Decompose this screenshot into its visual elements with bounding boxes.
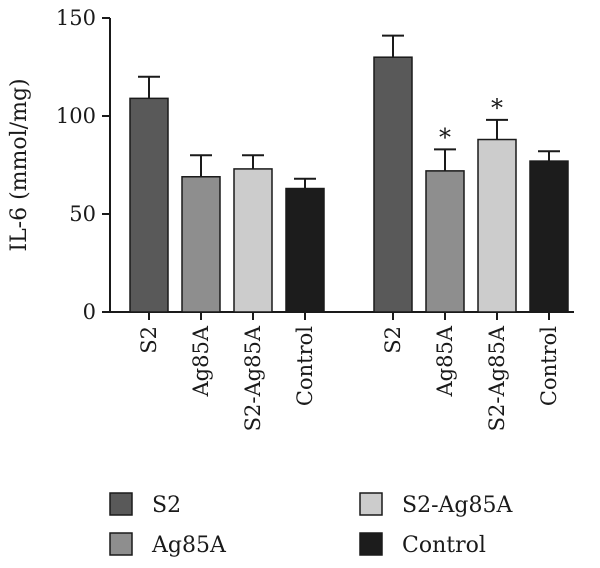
x-tick-label: Ag85A (433, 325, 457, 397)
bar-s2-group-2 (373, 56, 413, 313)
legend: S2 Ag85A S2-Ag85A Control (109, 492, 513, 558)
legend-swatch (359, 532, 383, 556)
significance-marker: * (491, 94, 503, 122)
y-tick-label: 0 (83, 300, 96, 324)
x-tick-label: Control (537, 326, 561, 406)
x-tick-label: S2 (137, 326, 161, 354)
legend-swatch (109, 492, 133, 516)
bar-s2-ag85a-group-2 (477, 138, 517, 313)
x-tick-label: S2-Ag85A (485, 325, 509, 431)
significance-marker: * (439, 123, 451, 151)
y-ticks: 0 50 100 150 (56, 6, 110, 324)
bar-s2-group-1 (129, 97, 169, 313)
bar-ag85a-group-1 (181, 176, 221, 313)
bar-control-group-2 (529, 160, 569, 313)
x-ticks: S2 Ag85A S2-Ag85A Control S2 Ag85A S2-Ag85A Con… (137, 312, 561, 431)
bar-control-group-1 (285, 187, 325, 313)
y-tick-label: 150 (56, 6, 96, 30)
bar-ag85a-group-2 (425, 170, 465, 313)
legend-label: S2-Ag85A (402, 493, 513, 518)
legend-label: S2 (152, 493, 181, 518)
y-axis-title: IL-6 (mmol/mg) (7, 78, 32, 251)
y-tick-label: 50 (69, 202, 96, 226)
legend-swatch (359, 492, 383, 516)
x-tick-label: Ag85A (189, 325, 213, 397)
legend-swatch (109, 532, 133, 556)
y-tick-label: 100 (56, 104, 96, 128)
x-tick-label: S2-Ag85A (241, 325, 265, 431)
x-tick-label: S2 (381, 326, 405, 354)
legend-label: Control (402, 533, 486, 558)
bars: ** (129, 34, 569, 313)
bar-s2-ag85a-group-1 (233, 168, 273, 313)
legend-label: Ag85A (151, 533, 227, 558)
x-tick-label: Control (293, 326, 317, 406)
